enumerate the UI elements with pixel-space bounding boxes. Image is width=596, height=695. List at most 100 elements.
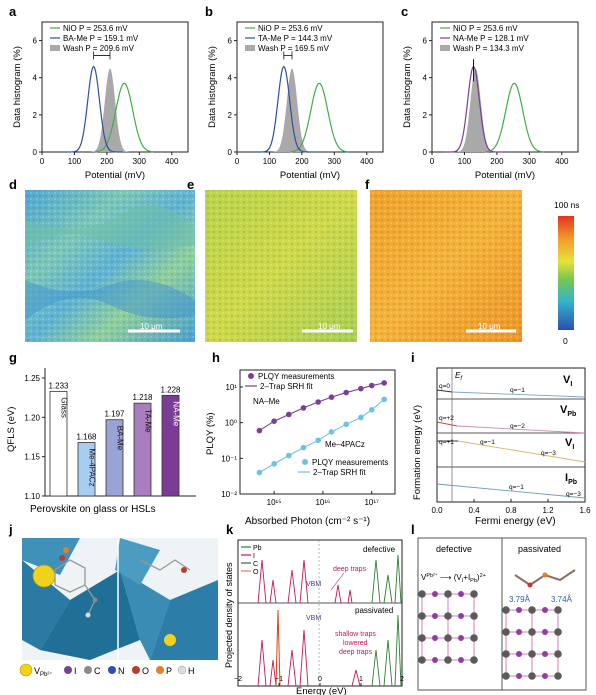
i-atom <box>432 657 438 663</box>
i-xtick: 0.4 <box>468 506 480 515</box>
panel-l: defective passivated VPb²⁺ ⟶ (VI+IPb)2+ … <box>417 537 587 691</box>
h-point <box>286 452 292 459</box>
h-xtick: 10¹⁵ <box>267 498 282 507</box>
panel-label-i: i <box>411 350 415 365</box>
svg-text:defective: defective <box>436 544 472 554</box>
panel-label-a: a <box>9 4 17 19</box>
hist-ytick: 4 <box>423 74 428 83</box>
svg-text:VBM: VBM <box>306 581 321 588</box>
wash-histogram <box>272 68 312 152</box>
h-point <box>343 389 349 396</box>
panel-k: Pb I C O defective VBM deep traps passiv… <box>224 539 404 695</box>
hist-xtick: 300 <box>523 157 537 166</box>
k-xtick: −2 <box>234 676 242 683</box>
svg-text:O: O <box>142 666 149 676</box>
h-ytick: 10⁰ <box>225 419 237 428</box>
pb-atom <box>554 628 562 636</box>
vacancy-sphere-1 <box>32 564 56 588</box>
hist-curve-nio <box>485 82 544 153</box>
svg-text:q=−3: q=−3 <box>541 450 556 457</box>
hist-legend-entry: NA-Me P = 128.1 mV <box>453 34 529 43</box>
hist-xtick: 200 <box>295 157 309 166</box>
h-point <box>271 418 277 425</box>
pb-atom <box>470 612 478 620</box>
svg-text:P: P <box>166 666 172 676</box>
hist-ytick: 0 <box>33 148 38 157</box>
svg-text:q=+1: q=+1 <box>439 439 454 446</box>
pb-atom <box>528 650 536 658</box>
panel-g-ylabel: QFLS (eV) <box>6 407 17 452</box>
pb-atom <box>554 606 562 614</box>
panel-g-xlabel: Perovskite on glass or HSLs <box>30 504 156 515</box>
panel-i: Ef q=0 q=−1 VI q=+2 q=−2 VPb q=+1 q=−1 q… <box>412 367 591 527</box>
svg-text:q=−1: q=−1 <box>510 387 525 394</box>
panel-label-c: c <box>401 4 408 19</box>
svg-text:q=−3: q=−3 <box>566 491 581 498</box>
pb-atom <box>418 656 426 664</box>
svg-text:passivated: passivated <box>355 606 393 615</box>
hist-ytick: 4 <box>228 74 233 83</box>
i-atom <box>458 613 464 619</box>
hist-legend-entry: NiO P = 253.6 mV <box>63 24 128 33</box>
hist-legend-entry: NiO P = 253.6 mV <box>258 24 323 33</box>
hist-xtick: 300 <box>133 157 147 166</box>
pb-atom <box>444 656 452 664</box>
h-point <box>256 427 263 434</box>
svg-text:shallow traps: shallow traps <box>335 631 376 638</box>
h-point <box>343 421 349 428</box>
g-bar-value: 1.168 <box>76 433 97 442</box>
hist-curve-hsl <box>64 65 123 153</box>
g-bar-value: 1.228 <box>160 385 181 394</box>
svg-text:O: O <box>253 569 259 576</box>
h-xtick: 10¹⁶ <box>315 498 330 507</box>
i-atom <box>542 673 548 679</box>
hist-xtick: 200 <box>490 157 504 166</box>
panel-k-xlabel: Energy (eV) <box>296 686 347 695</box>
hist-ytick: 2 <box>228 111 233 120</box>
pb-atom <box>528 672 536 680</box>
i-atom <box>542 607 548 613</box>
i-xtick: 1.6 <box>579 506 591 515</box>
panel-label-h: h <box>212 350 220 365</box>
svg-text:defective: defective <box>363 545 396 554</box>
pb-atom <box>528 606 536 614</box>
panel-j: VPb²⁺ I C N O P H <box>19 538 218 678</box>
i-atom <box>516 651 522 657</box>
g-bar-category: TA-Me <box>144 409 153 433</box>
h-point <box>315 399 321 405</box>
map-d: 10 μm <box>25 190 195 342</box>
i-xtick: 1.2 <box>542 506 554 515</box>
hist-xtick: 200 <box>100 157 114 166</box>
map-e: 10 μm <box>205 190 357 342</box>
colorbar-bottom-label: 0 <box>563 336 568 346</box>
g-bar-0 <box>49 390 68 497</box>
svg-text:C: C <box>253 561 258 568</box>
pb-atom <box>470 634 478 642</box>
i-atom <box>516 607 522 613</box>
pb-atom <box>418 612 426 620</box>
panel-g: 1.10 1.15 1.20 1.25 1.233 Glass 1.168 Me-4PACz… <box>6 368 196 515</box>
hist-ytick: 6 <box>228 37 233 46</box>
i-label-ipb: IPb <box>565 472 577 486</box>
hist-ytick: 6 <box>423 37 428 46</box>
map-f: 10 μm <box>370 190 522 342</box>
hist-legend-entry: Wash P = 209.6 mV <box>63 44 135 53</box>
panel-label-j: j <box>8 522 13 537</box>
h-label-na-me: NA–Me <box>253 397 280 406</box>
pb-atom <box>470 590 478 598</box>
hist-ylabel: Data histogram (%) <box>402 46 413 128</box>
panel-h-xlabel: Absorbed Photon (cm⁻² s⁻¹) <box>245 516 370 527</box>
svg-text:q=0: q=0 <box>439 383 450 390</box>
hist-xtick: 400 <box>360 157 374 166</box>
g-bar-category: Glass <box>60 397 69 417</box>
pb-atom <box>470 656 478 664</box>
h-point <box>271 461 277 467</box>
panel-label-l: l <box>411 522 415 537</box>
g-bar-value: 1.218 <box>132 393 153 402</box>
svg-text:3.79Å: 3.79Å <box>509 595 531 604</box>
i-label-vi-1: VI <box>563 374 572 388</box>
i-atom <box>542 629 548 635</box>
scale-bar-label-f: 10 μm <box>478 322 501 331</box>
